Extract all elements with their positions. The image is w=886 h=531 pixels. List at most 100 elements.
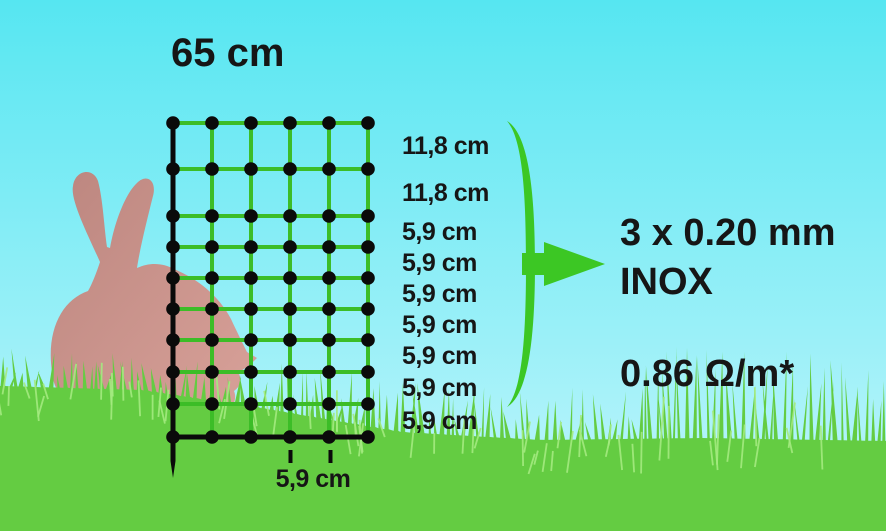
net-knot bbox=[244, 430, 258, 444]
grass-highlight bbox=[0, 403, 3, 416]
row-spacing-label-6: 5,9 cm bbox=[402, 311, 477, 339]
net-knot bbox=[361, 430, 375, 444]
net-knot bbox=[244, 397, 258, 411]
net-knot bbox=[244, 240, 258, 254]
grass-highlight bbox=[69, 363, 78, 400]
grass-highlight bbox=[121, 366, 125, 401]
net-knot bbox=[283, 271, 297, 285]
grass-highlight bbox=[23, 382, 31, 399]
grass-highlight bbox=[42, 383, 49, 400]
grass-highlight bbox=[604, 438, 611, 457]
net-knot bbox=[283, 240, 297, 254]
net-knot bbox=[322, 162, 336, 176]
net-knot bbox=[361, 397, 375, 411]
grass-highlight bbox=[740, 424, 746, 469]
net-knot bbox=[166, 397, 180, 411]
grass-highlight bbox=[223, 381, 231, 420]
net-knot bbox=[166, 271, 180, 285]
net-knot bbox=[166, 365, 180, 379]
net-knot bbox=[361, 116, 375, 130]
grass-highlight bbox=[541, 443, 548, 473]
net-knot bbox=[166, 240, 180, 254]
grass-highlight bbox=[521, 430, 524, 467]
grass-highlight bbox=[819, 425, 824, 470]
net-knot bbox=[361, 302, 375, 316]
net-knot bbox=[322, 333, 336, 347]
grass-highlight bbox=[527, 453, 536, 475]
grass-highlight bbox=[753, 387, 758, 447]
grass-highlight bbox=[578, 414, 582, 458]
net-knot bbox=[283, 116, 297, 130]
net-knot bbox=[244, 116, 258, 130]
net-knot bbox=[283, 365, 297, 379]
grass-highlight bbox=[100, 362, 103, 400]
net-knot bbox=[205, 302, 219, 316]
grass bbox=[0, 346, 886, 531]
net-knot bbox=[283, 333, 297, 347]
grass-highlight bbox=[344, 424, 352, 455]
net-knot bbox=[322, 397, 336, 411]
brace-icon bbox=[507, 121, 535, 407]
grass-highlight bbox=[37, 395, 45, 417]
brace-arrow-group bbox=[507, 121, 605, 407]
net-knot bbox=[205, 209, 219, 223]
net-knot bbox=[166, 430, 180, 444]
net-knot bbox=[361, 162, 375, 176]
grass-highlight bbox=[658, 396, 665, 461]
net-knot bbox=[244, 302, 258, 316]
net-knot bbox=[166, 302, 180, 316]
net-knot bbox=[244, 271, 258, 285]
net-knot bbox=[283, 162, 297, 176]
grass-highlight bbox=[566, 430, 574, 473]
net-knot bbox=[166, 333, 180, 347]
grass-highlight bbox=[7, 386, 10, 406]
net-knot bbox=[205, 240, 219, 254]
net-knot bbox=[244, 209, 258, 223]
grass-highlight bbox=[471, 420, 475, 454]
net-knot bbox=[244, 162, 258, 176]
grass-highlight bbox=[473, 427, 482, 449]
grass-highlight bbox=[358, 423, 365, 457]
grass-highlight bbox=[640, 431, 643, 474]
net-knot bbox=[205, 333, 219, 347]
net-height-label: 65 cm bbox=[171, 31, 285, 75]
row-spacing-label-1: 11,8 cm bbox=[402, 132, 489, 160]
net-knot bbox=[283, 209, 297, 223]
grass-highlight bbox=[726, 430, 733, 462]
grass-highlight bbox=[409, 420, 416, 458]
grass-highlight bbox=[1, 367, 9, 395]
grass-highlight bbox=[377, 418, 386, 438]
grass-highlight bbox=[550, 450, 554, 472]
net-knot bbox=[205, 162, 219, 176]
net-knot bbox=[361, 271, 375, 285]
net-knot bbox=[166, 209, 180, 223]
grass-highlight bbox=[556, 421, 562, 449]
resistance-spec-label: 0.86 Ω/m* bbox=[620, 353, 795, 395]
net-knot bbox=[283, 397, 297, 411]
net-knot bbox=[166, 116, 180, 130]
net-knot bbox=[322, 302, 336, 316]
grass-highlight bbox=[461, 418, 466, 454]
column-spacing-label: 5,9 cm bbox=[275, 465, 351, 493]
row-spacing-label-4: 5,9 cm bbox=[402, 249, 477, 277]
grass-highlight bbox=[157, 387, 162, 417]
net-knot bbox=[244, 365, 258, 379]
grass-highlight bbox=[128, 381, 133, 398]
grass-highlight bbox=[523, 421, 531, 453]
grass-highlight bbox=[712, 410, 719, 471]
grass-highlight bbox=[787, 402, 796, 449]
grass-highlight bbox=[617, 434, 623, 471]
net-knot bbox=[322, 271, 336, 285]
row-spacing-label-7: 5,9 cm bbox=[402, 342, 477, 370]
row-spacing-label-3: 5,9 cm bbox=[402, 218, 477, 246]
net-knot bbox=[283, 430, 297, 444]
grass-highlight bbox=[709, 440, 714, 466]
grass-highlight bbox=[754, 438, 761, 468]
net-knot bbox=[322, 365, 336, 379]
row-spacing-label-2: 11,8 cm bbox=[402, 179, 489, 207]
net-knot bbox=[205, 365, 219, 379]
net-knot bbox=[361, 365, 375, 379]
spacing-tick bbox=[288, 450, 293, 463]
net-knot bbox=[322, 430, 336, 444]
